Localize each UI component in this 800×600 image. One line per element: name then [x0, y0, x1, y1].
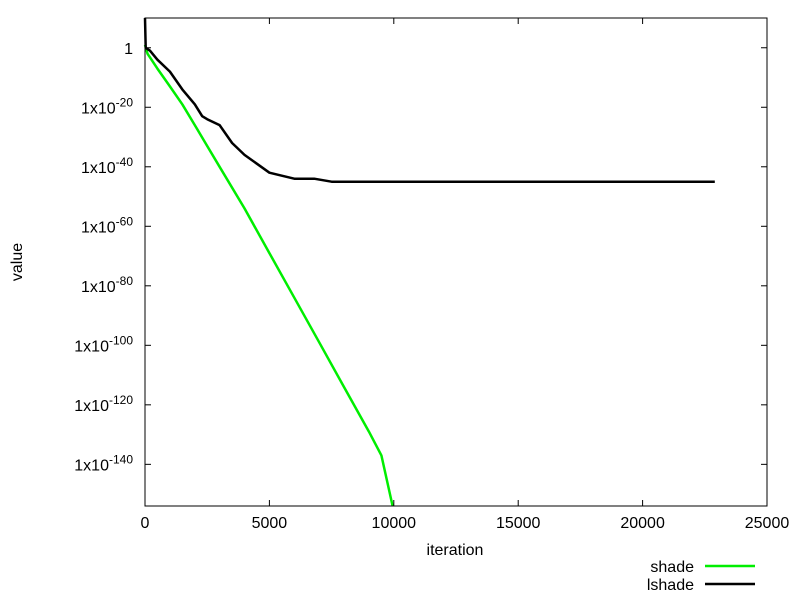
series-layer	[143, 17, 715, 507]
x-tick-label: 15000	[496, 515, 541, 532]
y-tick-labels: 1 1x10-20 1x10-40 1x10-60 1x10-80 1x10-100 1x1…	[74, 41, 133, 475]
x-tick-labels: 0 5000 10000 15000 20000 25000	[141, 515, 790, 532]
y-tick-label: 1x10-140	[74, 452, 133, 474]
y-tick-label: 1x10-80	[81, 274, 133, 296]
series-line-lshade	[143, 17, 715, 183]
legend-label-lshade: lshade	[647, 577, 694, 594]
series-line-shade	[143, 44, 394, 507]
legend-label-shade: shade	[650, 559, 694, 576]
y-axis-title: value	[9, 243, 26, 281]
x-tick-label: 0	[141, 515, 150, 532]
y-tick-label: 1x10-40	[81, 155, 133, 177]
plot-frame	[144, 17, 768, 507]
y-tick-label: 1x10-60	[81, 214, 133, 236]
x-tick-label: 10000	[372, 515, 417, 532]
legend: shade lshade	[647, 559, 755, 594]
x-tick-label: 20000	[620, 515, 665, 532]
x-tick-label: 5000	[252, 515, 288, 532]
y-tick-label: 1x10-20	[81, 95, 133, 117]
y-tick-label: 1x10-120	[74, 393, 133, 415]
ticks-layer	[144, 18, 768, 506]
y-tick-label: 1x10-100	[74, 333, 133, 355]
y-tick-label: 1	[124, 41, 133, 58]
x-tick-label: 25000	[745, 515, 790, 532]
x-axis-title: iteration	[427, 542, 484, 559]
